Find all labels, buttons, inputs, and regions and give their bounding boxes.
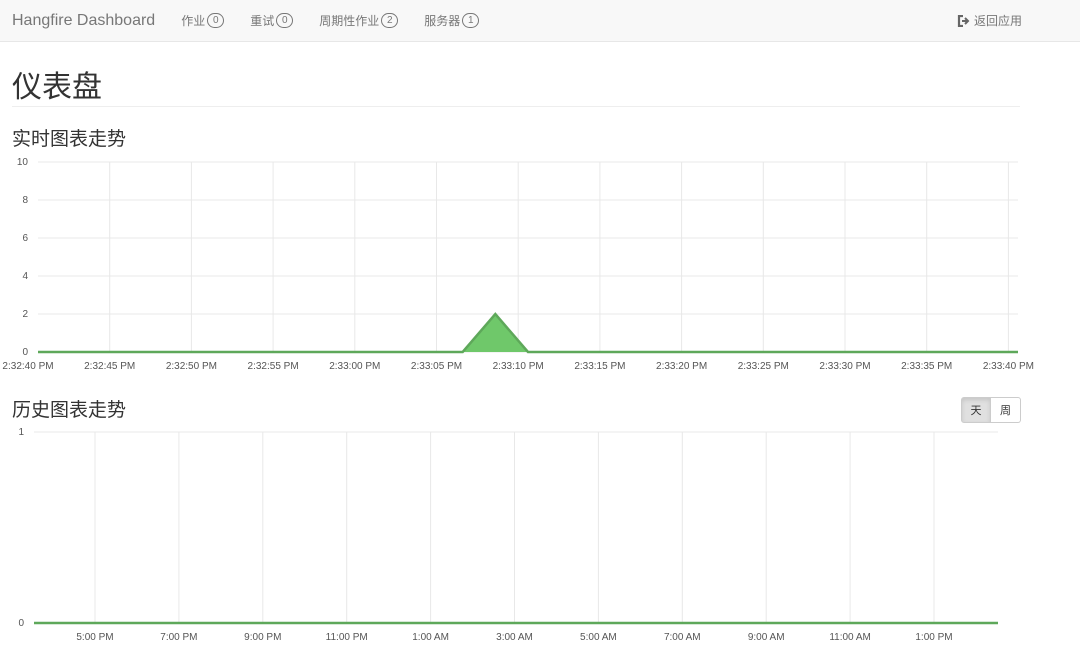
x-tick-label: 7:00 AM (664, 632, 701, 643)
x-tick-label: 5:00 PM (76, 632, 113, 643)
brand-link[interactable]: Hangfire Dashboard (12, 11, 156, 29)
realtime-chart: 0 2 4 6 8 10 2:32:40 PM 2:32:45 PM 2:32:50 PM 2:3… (2, 157, 1034, 372)
x-tick-label: 9:00 AM (748, 632, 785, 643)
series-line (38, 312, 1018, 354)
x-tick-label: 1:00 AM (412, 632, 449, 643)
range-week-button[interactable]: 周 (991, 397, 1021, 423)
x-tick-label: 5:00 AM (580, 632, 617, 643)
range-day-button[interactable]: 天 (961, 397, 991, 423)
page-title: 仪表盘 (12, 71, 102, 104)
sign-out-icon (957, 14, 970, 27)
range-toggle: 天 周 (961, 397, 1021, 423)
x-tick-label: 2:32:55 PM (248, 361, 299, 372)
nav-label: 重试 (250, 14, 275, 28)
x-tick-label: 2:33:40 PM (983, 361, 1034, 372)
y-tick-label: 6 (22, 233, 28, 244)
realtime-title: 实时图表走势 (12, 129, 127, 150)
x-tick-label: 2:32:40 PM (2, 361, 53, 372)
x-tick-label: 2:33:30 PM (819, 361, 870, 372)
y-tick-label: 2 (22, 309, 28, 320)
x-tick-label: 2:32:50 PM (166, 361, 217, 372)
nav-label: 周期性作业 (319, 14, 380, 28)
nav-label: 作业 (181, 14, 206, 28)
nav-recurring[interactable]: 周期性作业 2 (319, 12, 399, 29)
x-tick-label: 3:00 AM (496, 632, 533, 643)
nav-label: 服务器 (424, 14, 461, 28)
y-tick-label: 0 (18, 618, 24, 629)
back-to-app-link[interactable]: 返回应用 (957, 12, 1022, 29)
count-badge: 0 (207, 13, 225, 28)
x-tick-label: 1:00 PM (915, 632, 952, 643)
x-tick-label: 2:33:15 PM (574, 361, 625, 372)
back-label: 返回应用 (973, 14, 1022, 28)
divider (12, 106, 1020, 107)
nav-servers[interactable]: 服务器 1 (424, 12, 480, 29)
x-tick-label: 7:00 PM (160, 632, 197, 643)
count-badge: 1 (462, 13, 480, 28)
x-tick-label: 9:00 PM (244, 632, 281, 643)
x-tick-label: 11:00 PM (326, 632, 368, 643)
nav-retries[interactable]: 重试 0 (250, 12, 294, 29)
x-tick-label: 2:33:20 PM (656, 361, 707, 372)
x-tick-label: 2:33:05 PM (411, 361, 462, 372)
x-tick-label: 2:32:45 PM (84, 361, 135, 372)
count-badge: 2 (381, 13, 399, 28)
navbar: Hangfire Dashboard 作业 0 重试 0 周期性作业 2 服务器 1 返… (0, 0, 1080, 42)
x-tick-label: 2:33:00 PM (329, 361, 380, 372)
x-tick-label: 2:33:25 PM (738, 361, 789, 372)
x-tick-label: 2:33:35 PM (901, 361, 952, 372)
y-tick-label: 1 (18, 427, 24, 438)
y-tick-label: 8 (22, 195, 28, 206)
count-badge: 0 (276, 13, 294, 28)
history-title: 历史图表走势 (12, 400, 127, 421)
nav-jobs[interactable]: 作业 0 (181, 12, 225, 29)
y-tick-label: 10 (17, 157, 29, 168)
y-tick-label: 0 (22, 347, 28, 358)
x-tick-label: 2:33:10 PM (493, 361, 544, 372)
y-tick-label: 4 (22, 271, 28, 282)
x-tick-label: 11:00 AM (829, 632, 871, 643)
